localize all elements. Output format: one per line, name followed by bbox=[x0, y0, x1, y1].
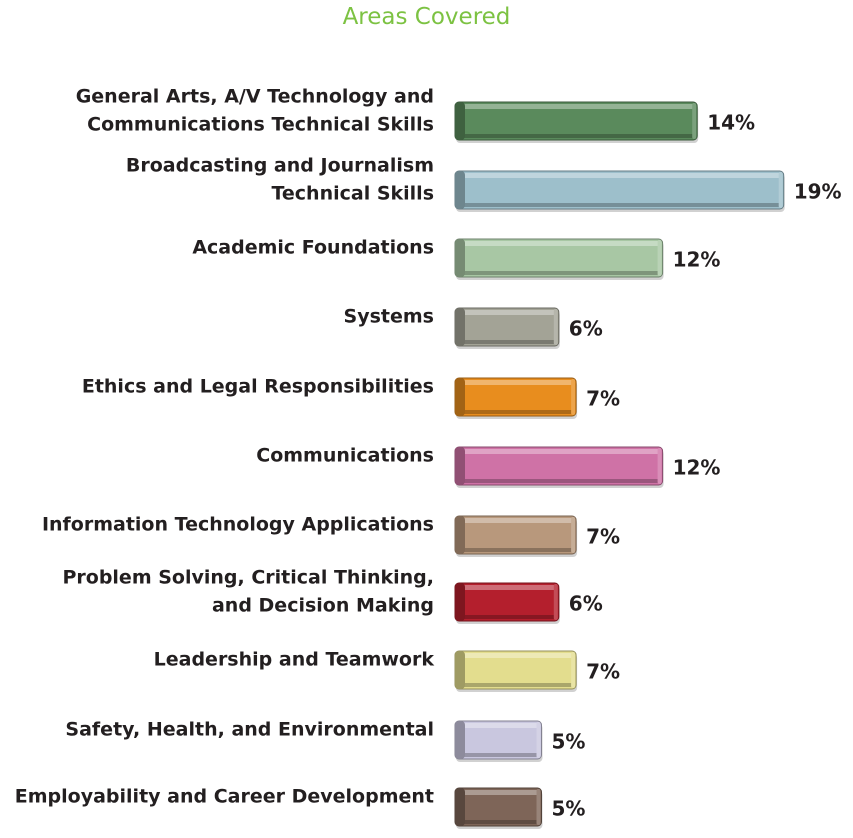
value-label: 7% bbox=[586, 387, 620, 411]
category-label: Broadcasting and Journalism bbox=[126, 155, 434, 177]
category-label: General Arts, A/V Technology and bbox=[76, 86, 434, 108]
bar bbox=[454, 720, 543, 762]
value-label: 6% bbox=[569, 317, 603, 341]
bar bbox=[454, 238, 664, 280]
bar bbox=[454, 101, 699, 143]
value-label: 12% bbox=[673, 248, 721, 272]
chart-title: Areas Covered bbox=[342, 4, 511, 30]
bar bbox=[454, 446, 664, 488]
category-label: Problem Solving, Critical Thinking, bbox=[62, 567, 434, 589]
bar bbox=[454, 307, 560, 349]
category-labels: General Arts, A/V Technology and Communic… bbox=[15, 86, 435, 808]
value-label: 14% bbox=[707, 111, 755, 135]
category-label: Academic Foundations bbox=[192, 237, 434, 259]
bar bbox=[454, 170, 785, 212]
category-label: Ethics and Legal Responsibilities bbox=[82, 376, 434, 398]
value-label: 19% bbox=[794, 180, 842, 204]
category-label: Communications Technical Skills bbox=[87, 114, 434, 136]
category-label: Information Technology Applications bbox=[42, 514, 434, 536]
category-label: and Decision Making bbox=[212, 595, 434, 617]
bars-layer bbox=[454, 101, 785, 829]
value-labels: 14% 19% 12% 6% 7% 12% 7% 6% 7% 5% 5% bbox=[552, 111, 842, 821]
value-label: 12% bbox=[673, 456, 721, 480]
category-label: Communications bbox=[256, 445, 434, 467]
value-label: 7% bbox=[586, 660, 620, 684]
category-label: Safety, Health, and Environmental bbox=[65, 719, 434, 741]
bar bbox=[454, 377, 578, 419]
bar bbox=[454, 650, 578, 692]
value-label: 6% bbox=[569, 592, 603, 616]
value-label: 7% bbox=[586, 525, 620, 549]
value-label: 5% bbox=[552, 730, 586, 754]
category-label: Employability and Career Development bbox=[15, 786, 434, 808]
category-label: Technical Skills bbox=[271, 183, 434, 205]
value-label: 5% bbox=[552, 797, 586, 821]
category-label: Leadership and Teamwork bbox=[154, 649, 435, 671]
bar bbox=[454, 582, 560, 624]
category-label: Systems bbox=[344, 306, 434, 328]
bar bbox=[454, 787, 543, 829]
bar bbox=[454, 515, 578, 557]
